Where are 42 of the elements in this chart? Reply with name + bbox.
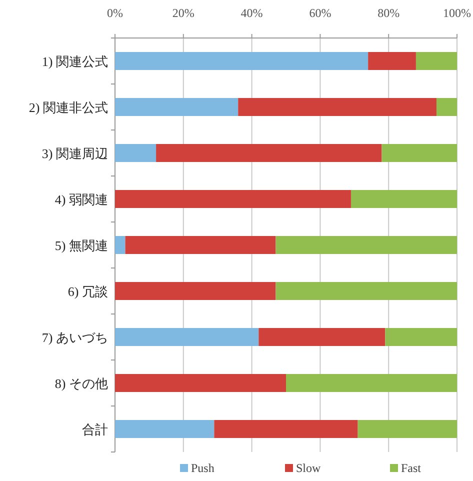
y-tick-label: 3) 関連周辺 [42, 146, 108, 161]
bar [115, 374, 286, 392]
bar [115, 144, 156, 162]
bar [276, 236, 457, 254]
x-tick-label: 0% [107, 6, 123, 20]
legend-label: Fast [401, 461, 422, 475]
x-tick-label: 40% [240, 6, 263, 20]
bar [436, 98, 457, 116]
bar [286, 374, 457, 392]
y-tick-label: 1) 関連公式 [42, 54, 108, 69]
bar [416, 52, 457, 70]
x-tick-label: 100% [443, 6, 471, 20]
bar [115, 52, 368, 70]
bar [350, 190, 457, 208]
bar [358, 420, 457, 438]
y-tick-label: 4) 弱関連 [54, 192, 108, 207]
bar [115, 190, 351, 208]
bar [214, 420, 358, 438]
bar [115, 236, 126, 254]
y-tick-label: 合計 [82, 422, 108, 437]
bar [115, 420, 214, 438]
bar [238, 98, 436, 116]
bar [115, 98, 238, 116]
bar [258, 328, 386, 346]
y-tick-label: 6) 冗談 [68, 284, 108, 299]
bar [276, 282, 457, 300]
x-tick-label: 80% [378, 6, 400, 20]
legend-label: Push [191, 461, 214, 475]
bar [368, 52, 416, 70]
bar [125, 236, 276, 254]
x-tick-label: 20% [172, 6, 194, 20]
bar [115, 282, 276, 300]
x-tick-label: 60% [309, 6, 332, 20]
legend-label: Slow [296, 461, 322, 475]
y-tick-label: 2) 関連非公式 [28, 100, 108, 115]
bar [156, 144, 382, 162]
bar [385, 328, 457, 346]
bar [115, 328, 259, 346]
y-tick-label: 8) その他 [54, 376, 108, 391]
bar [382, 144, 457, 162]
y-tick-label: 5) 無関連 [54, 238, 108, 253]
y-tick-label: 7) あいづち [42, 330, 108, 345]
